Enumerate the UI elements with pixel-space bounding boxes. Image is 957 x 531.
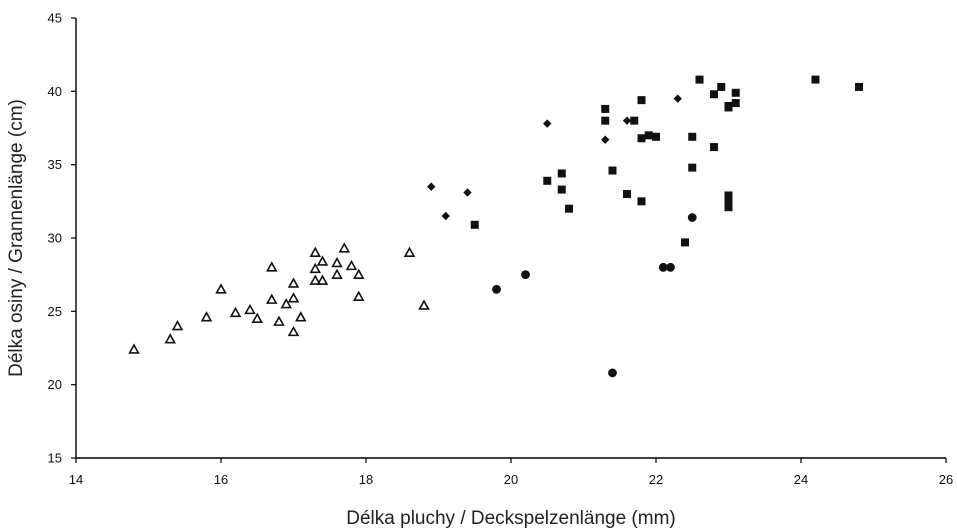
triangle-marker — [171, 319, 184, 331]
triangle-marker — [316, 255, 329, 266]
square-marker — [608, 166, 617, 175]
triangle-marker — [316, 274, 329, 285]
square-marker — [601, 104, 610, 113]
square-marker — [717, 82, 726, 91]
triangle-marker — [309, 274, 322, 285]
triangle-marker — [338, 242, 351, 253]
circle-marker — [687, 213, 697, 222]
triangle-marker — [403, 246, 416, 257]
square-marker — [855, 82, 863, 91]
y-tick-label: 45 — [48, 11, 62, 26]
x-axis-title: Délka pluchy / Deckspelzenlänge (mm) — [346, 508, 675, 529]
triangle-marker — [309, 262, 322, 274]
triangle-marker — [352, 268, 365, 279]
y-axis-title: Délka osiny / Grannenlänge (cm) — [6, 99, 27, 377]
square-marker — [565, 204, 573, 213]
diamond-marker — [427, 182, 436, 191]
square-marker — [731, 99, 740, 108]
triangle-marker — [164, 333, 177, 344]
triangle-marker — [273, 315, 285, 326]
triangle-marker — [215, 283, 227, 294]
x-tick-label: 20 — [504, 472, 518, 487]
plot-area: 14 16 18 20 22 24 26 15 20 25 30 35 40 45 — [48, 11, 954, 488]
triangle-marker — [265, 293, 278, 304]
square-marker — [470, 220, 479, 229]
x-tick-label: 26 — [939, 472, 953, 487]
square-marker — [724, 103, 733, 112]
square-marker — [557, 185, 566, 194]
x-tick-label: 14 — [69, 472, 83, 487]
x-tick-label: 24 — [794, 472, 808, 487]
triangle-marker — [309, 246, 322, 257]
triangle-marker — [280, 297, 293, 309]
x-tick-label: 22 — [649, 472, 663, 487]
diamond-marker — [673, 94, 682, 103]
square-marker — [630, 116, 639, 125]
x-tick-label: 18 — [359, 472, 373, 487]
y-tick-label: 40 — [48, 84, 62, 99]
square-marker — [688, 132, 697, 141]
square-marker — [637, 96, 646, 105]
square-marker — [695, 75, 704, 84]
triangle-marker — [244, 303, 256, 315]
square-marker — [601, 116, 610, 125]
circle-marker — [666, 262, 675, 272]
triangle-marker — [229, 306, 242, 318]
triangle-marker — [294, 311, 307, 322]
data-markers — [128, 75, 863, 378]
y-tick-label: 20 — [48, 377, 62, 392]
triangle-marker — [352, 290, 365, 301]
circle-marker — [492, 284, 501, 294]
square-marker — [681, 238, 689, 247]
square-marker — [543, 176, 552, 185]
square-marker — [637, 197, 646, 206]
triangle-marker — [251, 312, 264, 323]
x-axis-ticks: 14 16 18 20 22 24 26 — [69, 458, 953, 487]
square-marker — [652, 132, 660, 141]
circle-marker — [608, 368, 617, 378]
triangle-marker — [331, 268, 343, 279]
y-tick-label: 25 — [48, 304, 62, 319]
diamond-marker — [441, 211, 450, 221]
diamond-marker — [543, 119, 552, 128]
circle-marker — [658, 262, 668, 272]
triangle-marker — [287, 325, 300, 337]
diamond-marker — [601, 135, 610, 144]
y-tick-label: 35 — [48, 157, 62, 172]
square-marker — [731, 88, 740, 97]
y-axis-ticks: 15 20 25 30 35 40 45 — [48, 11, 76, 466]
square-marker — [557, 169, 566, 178]
triangle-marker — [128, 343, 140, 354]
triangle-marker — [200, 311, 213, 322]
triangle-marker — [331, 256, 343, 268]
circle-marker — [521, 270, 530, 280]
x-tick-label: 16 — [214, 472, 228, 487]
square-marker — [724, 197, 733, 206]
y-tick-label: 30 — [48, 231, 62, 246]
square-marker — [644, 131, 653, 140]
square-marker — [724, 203, 733, 212]
triangle-marker — [418, 299, 430, 310]
triangle-marker — [265, 261, 278, 272]
square-marker — [811, 75, 820, 84]
triangle-marker — [345, 259, 358, 271]
square-marker — [623, 190, 631, 198]
square-marker — [724, 191, 733, 200]
diamond-marker — [463, 188, 472, 197]
y-tick-label: 15 — [48, 451, 62, 466]
square-marker — [637, 134, 646, 143]
square-marker — [688, 163, 697, 172]
square-marker — [710, 90, 718, 99]
triangle-marker — [287, 292, 300, 303]
triangle-marker — [287, 277, 300, 288]
square-marker — [710, 143, 718, 152]
diamond-marker — [622, 116, 632, 125]
